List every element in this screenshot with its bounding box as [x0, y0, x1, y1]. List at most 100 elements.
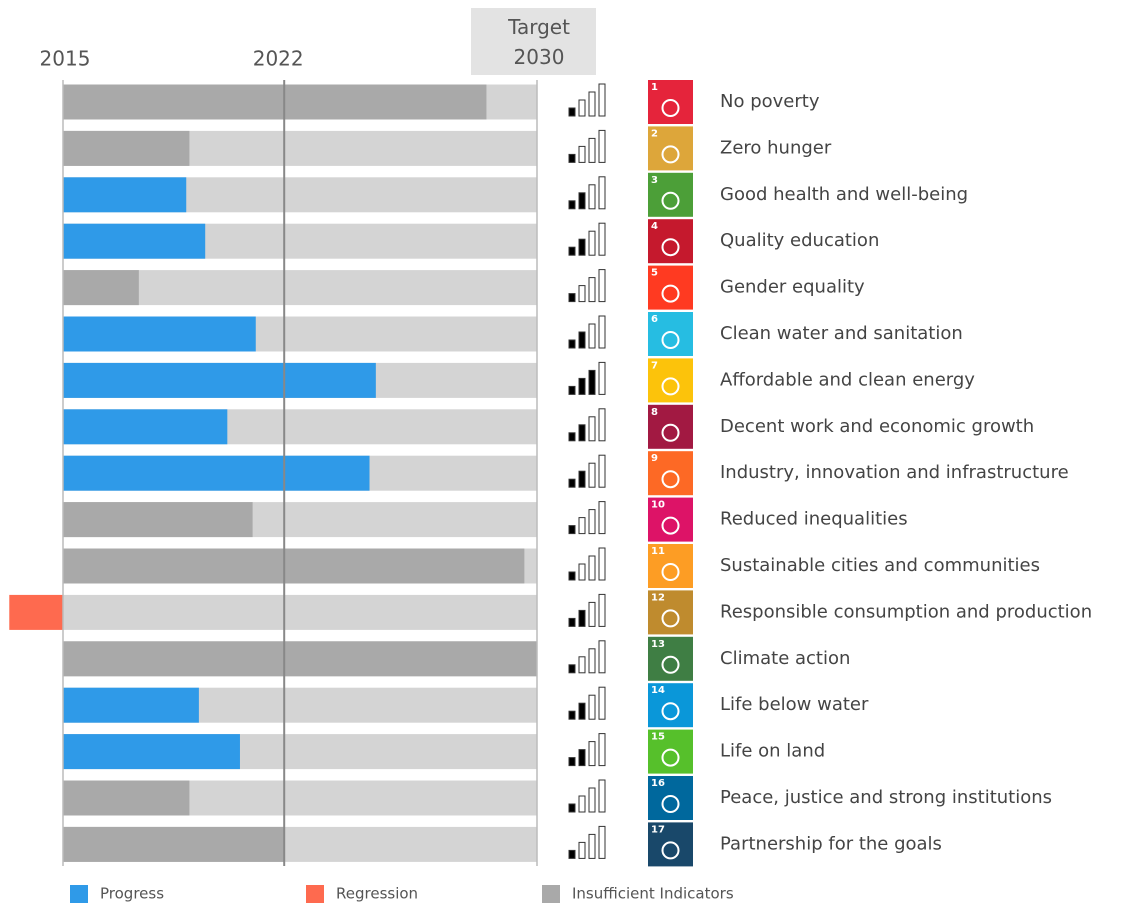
signal-bar — [568, 385, 576, 395]
sdg-glyph — [661, 655, 680, 674]
signal-icon — [568, 733, 606, 767]
category-label: Clean water and sanitation — [720, 323, 963, 344]
legend-swatch — [70, 885, 88, 903]
bar — [63, 223, 206, 259]
legend-swatch — [542, 885, 560, 903]
category-label: Gender equality — [720, 277, 865, 298]
sdg-glyph — [661, 423, 680, 442]
signal-bar — [568, 757, 576, 767]
signal-bar — [568, 617, 576, 627]
sdg-number: 4 — [651, 221, 658, 232]
sdg-number: 15 — [651, 732, 665, 743]
signal-icon — [568, 83, 606, 117]
signal-bar — [598, 222, 606, 256]
sdg-number: 5 — [651, 268, 658, 279]
category-label: Climate action — [720, 648, 850, 669]
signal-icon — [568, 408, 606, 442]
sdg-number: 8 — [651, 407, 658, 418]
signal-icon — [568, 547, 606, 581]
track — [63, 594, 537, 630]
sdg-number: 10 — [651, 500, 665, 511]
signal-bar — [588, 787, 596, 813]
sdg-number: 16 — [651, 778, 665, 789]
signal-bar — [598, 593, 606, 627]
target-box — [471, 8, 596, 75]
signal-bar — [598, 176, 606, 210]
signal-bar — [568, 293, 576, 303]
signal-bar — [568, 153, 576, 163]
signal-bar — [598, 733, 606, 767]
sdg-glyph — [661, 470, 680, 489]
sdg-glyph — [661, 795, 680, 813]
track — [63, 270, 537, 306]
bar — [63, 270, 139, 306]
sdg-glyph — [661, 702, 680, 721]
bar — [63, 780, 190, 816]
signal-icon — [568, 269, 606, 303]
x-tick-label: 2015 — [40, 47, 91, 71]
signal-bar — [578, 470, 586, 488]
sdg-glyph — [661, 841, 680, 860]
signal-icon — [568, 176, 606, 210]
category-label: Life on land — [720, 741, 825, 762]
category-label: Zero hunger — [720, 137, 832, 158]
bar — [63, 641, 537, 677]
signal-bar — [568, 803, 576, 813]
legend-label: Insufficient Indicators — [572, 885, 734, 903]
signal-icon — [568, 686, 606, 720]
category-label: Affordable and clean energy — [720, 369, 975, 390]
category-label: Peace, justice and strong institutions — [720, 787, 1052, 808]
sdg-number: 3 — [651, 175, 658, 186]
bar — [9, 594, 64, 630]
sdg-glyph — [661, 377, 680, 396]
sdg-glyph — [661, 748, 680, 767]
signal-bar — [588, 323, 596, 349]
signal-bar — [578, 749, 586, 767]
signal-icon — [568, 825, 606, 859]
signal-bar — [568, 849, 576, 859]
signal-bar — [598, 83, 606, 117]
legend-label: Regression — [336, 885, 418, 903]
sdg-number: 6 — [651, 314, 658, 325]
signal-bar — [578, 563, 586, 581]
sdg-number: 13 — [651, 639, 665, 650]
sdg-number: 9 — [651, 453, 658, 464]
signal-bar — [598, 779, 606, 813]
signal-bar — [598, 547, 606, 581]
signal-bar — [588, 137, 596, 163]
signal-bar — [588, 462, 596, 488]
signal-bar — [578, 656, 586, 674]
sdg-number: 1 — [651, 82, 658, 93]
signal-bar — [568, 246, 576, 256]
signal-bar — [598, 269, 606, 303]
signal-bar — [568, 525, 576, 535]
signal-bar — [588, 694, 596, 720]
sdg-glyph — [661, 609, 680, 628]
sdg-number: 12 — [651, 592, 665, 603]
category-label: Reduced inequalities — [720, 509, 908, 530]
signal-bar — [598, 408, 606, 442]
signal-icon — [568, 454, 606, 488]
signal-icon — [568, 315, 606, 349]
signal-bar — [588, 509, 596, 535]
bar — [63, 548, 525, 584]
sdg-glyph — [661, 331, 680, 349]
signal-bar — [578, 99, 586, 117]
sdg-number: 17 — [651, 824, 665, 835]
category-label: Life below water — [720, 694, 869, 715]
category-label: Good health and well-being — [720, 184, 968, 205]
signal-bar — [578, 238, 586, 256]
signal-bar — [588, 184, 596, 210]
bar — [63, 362, 376, 398]
signal-bar — [598, 361, 606, 395]
signal-bar — [578, 795, 586, 813]
signal-icon — [568, 501, 606, 535]
signal-bar — [598, 825, 606, 859]
bar — [63, 502, 253, 538]
x-tick-label: Target 2030 — [508, 15, 570, 69]
bar — [63, 687, 199, 723]
signal-bar — [588, 369, 596, 395]
legend-label: Progress — [100, 885, 164, 903]
signal-bar — [568, 107, 576, 117]
